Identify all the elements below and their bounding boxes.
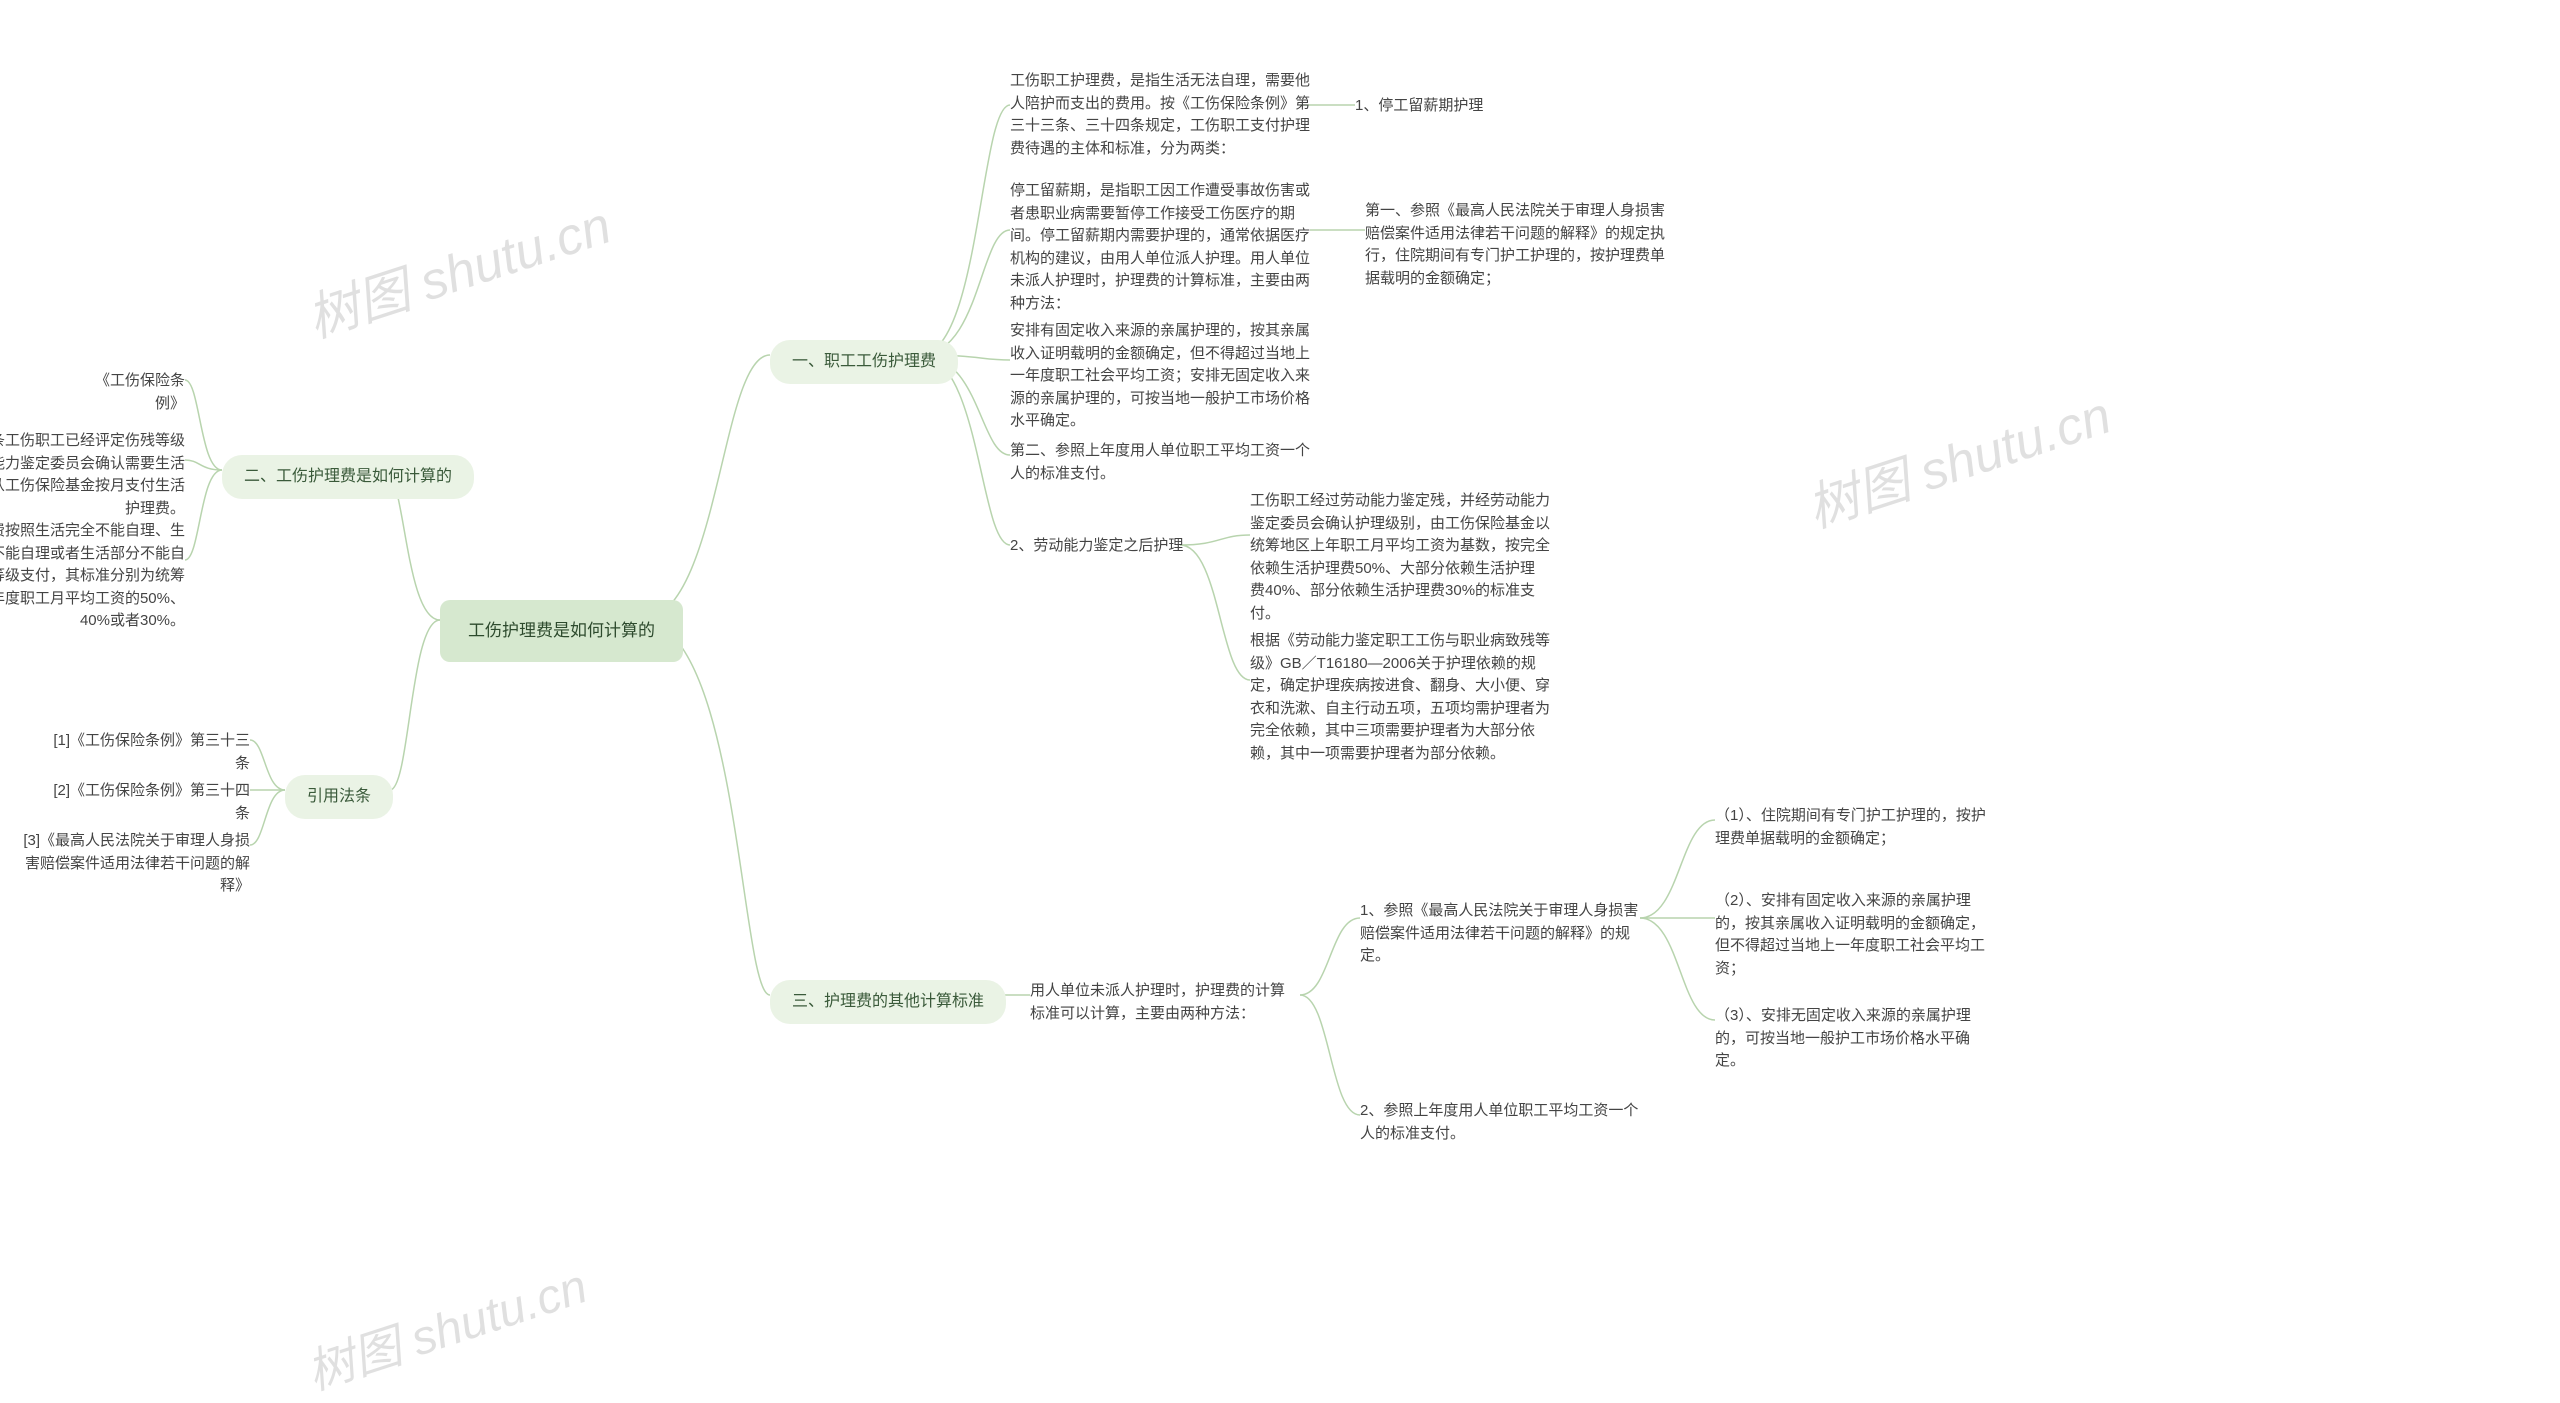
leaf-b3-2-1: （1）、住院期间有专门护工护理的，按护理费单据载明的金额确定； (1715, 805, 1995, 850)
leaf-b4-1: [1]《工伤保险条例》第三十三条 (50, 730, 250, 775)
leaf-b1-5-1: 工伤职工经过劳动能力鉴定残，并经劳动能力鉴定委员会确认护理级别，由工伤保险基金以… (1250, 490, 1550, 625)
leaf-b2-1: 《工伤保险条例》 (75, 370, 185, 415)
leaf-b3-2-2: （2）、安排有固定收入来源的亲属护理的，按其亲属收入证明载明的金额确定，但不得超… (1715, 890, 1995, 980)
leaf-b1-5: 2、劳动能力鉴定之后护理 (1010, 535, 1183, 558)
branch-4-label: 引用法条 (307, 788, 371, 805)
branch-3[interactable]: 三、护理费的其他计算标准 (770, 980, 1006, 1024)
root-label: 工伤护理费是如何计算的 (468, 621, 655, 640)
leaf-b3-2: 1、参照《最高人民法院关于审理人身损害赔偿案件适用法律若干问题的解释》的规定。 (1360, 900, 1640, 968)
branch-2[interactable]: 二、工伤护理费是如何计算的 (222, 455, 474, 499)
leaf-b1-3: 安排有固定收入来源的亲属护理的，按其亲属收入证明载明的金额确定，但不得超过当地上… (1010, 320, 1310, 433)
branch-1-label: 一、职工工伤护理费 (792, 353, 936, 370)
branch-2-label: 二、工伤护理费是如何计算的 (244, 468, 452, 485)
leaf-b1-4: 第二、参照上年度用人单位职工平均工资一个人的标准支付。 (1010, 440, 1310, 485)
leaf-b3-1: 用人单位未派人护理时，护理费的计算标准可以计算，主要由两种方法： (1030, 980, 1290, 1025)
leaf-b1-2-1: 第一、参照《最高人民法院关于审理人身损害赔偿案件适用法律若干问题的解释》的规定执… (1365, 200, 1665, 290)
leaf-b1-1: 工伤职工护理费，是指生活无法自理，需要他人陪护而支出的费用。按《工伤保险条例》第… (1010, 70, 1310, 160)
leaf-b1-2: 停工留薪期，是指职工因工作遭受事故伤害或者患职业病需要暂停工作接受工伤医疗的期间… (1010, 180, 1310, 315)
leaf-b3-3: 2、参照上年度用人单位职工平均工资一个人的标准支付。 (1360, 1100, 1640, 1145)
watermark: 树图 shutu.cn (1796, 373, 2119, 542)
watermark: 树图 shutu.cn (296, 1247, 594, 1403)
leaf-b4-2: [2]《工伤保险条例》第三十四条 (50, 780, 250, 825)
leaf-b4-3: [3]《最高人民法院关于审理人身损害赔偿案件适用法律若干问题的解释》 (15, 830, 250, 898)
leaf-b2-3: 生活护理费按照生活完全不能自理、生活大部分不能自理或者生活部分不能自理3个不同等… (0, 520, 185, 633)
leaf-b3-2-3: （3）、安排无固定收入来源的亲属护理的，可按当地一般护工市场价格水平确定。 (1715, 1005, 1995, 1073)
leaf-b2-2: 第三十四条工伤职工已经评定伤残等级并经劳动能力鉴定委员会确认需要生活护理的，从工… (0, 430, 185, 520)
leaf-b1-5-2: 根据《劳动能力鉴定职工工伤与职业病致残等级》GB／T16180—2006关于护理… (1250, 630, 1550, 765)
root-node[interactable]: 工伤护理费是如何计算的 (440, 600, 683, 662)
branch-4[interactable]: 引用法条 (285, 775, 393, 819)
leaf-b1-1-1: 1、停工留薪期护理 (1355, 95, 1483, 118)
watermark: 树图 shutu.cn (296, 183, 619, 352)
branch-3-label: 三、护理费的其他计算标准 (792, 993, 984, 1010)
branch-1[interactable]: 一、职工工伤护理费 (770, 340, 958, 384)
